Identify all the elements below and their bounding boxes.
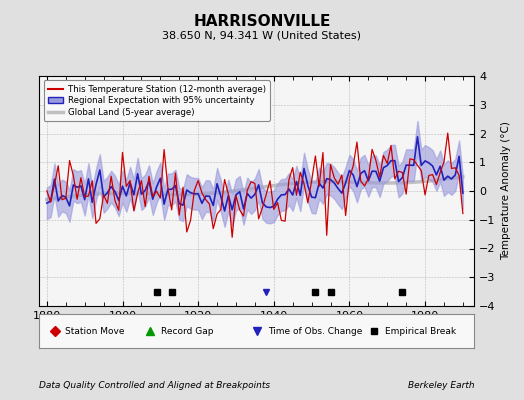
Text: Record Gap: Record Gap (161, 326, 214, 336)
Text: Time of Obs. Change: Time of Obs. Change (268, 326, 362, 336)
Y-axis label: Temperature Anomaly (°C): Temperature Anomaly (°C) (501, 122, 511, 260)
Text: Empirical Break: Empirical Break (385, 326, 456, 336)
Text: 38.650 N, 94.341 W (United States): 38.650 N, 94.341 W (United States) (162, 30, 362, 40)
Legend: This Temperature Station (12-month average), Regional Expectation with 95% uncer: This Temperature Station (12-month avera… (43, 80, 270, 121)
Text: Station Move: Station Move (66, 326, 125, 336)
Text: Berkeley Earth: Berkeley Earth (408, 381, 474, 390)
Text: Data Quality Controlled and Aligned at Breakpoints: Data Quality Controlled and Aligned at B… (39, 381, 270, 390)
Text: HARRISONVILLE: HARRISONVILLE (193, 14, 331, 29)
